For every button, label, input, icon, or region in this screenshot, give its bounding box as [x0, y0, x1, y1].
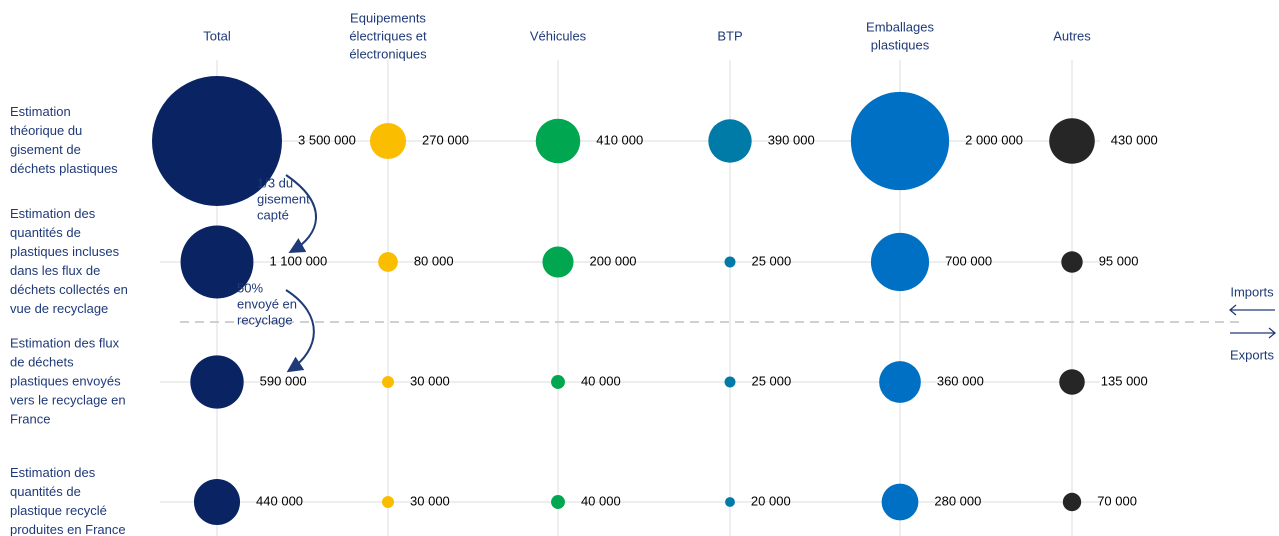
row-label: déchets plastiques: [10, 161, 118, 176]
bubble: [1061, 251, 1083, 273]
arrow: [285, 289, 315, 373]
row-label: quantités de: [10, 225, 81, 240]
row-label: plastiques incluses: [10, 244, 120, 259]
annotation: 50%: [237, 280, 263, 295]
bubble: [551, 495, 565, 509]
column-header: électriques et: [349, 28, 427, 43]
value-label: 440 000: [256, 493, 303, 508]
column-header: Véhicules: [530, 28, 587, 43]
value-label: 30 000: [410, 373, 450, 388]
value-label: 3 500 000: [298, 132, 356, 147]
value-label: 200 000: [590, 253, 637, 268]
row-label: quantités de: [10, 484, 81, 499]
bubble: [725, 497, 735, 507]
annotation: recyclage: [237, 312, 293, 327]
annotation: 1/3 du: [257, 175, 293, 190]
row-label: France: [10, 411, 50, 426]
value-label: 30 000: [410, 493, 450, 508]
bubble: [724, 256, 736, 268]
annotation: gisement: [257, 191, 310, 206]
bubble: [193, 478, 241, 526]
column-header: Equipements: [350, 10, 426, 25]
bubble: [152, 76, 282, 206]
bubble: [1059, 369, 1085, 395]
value-label: 20 000: [751, 493, 791, 508]
imports-label: Imports: [1230, 284, 1274, 299]
value-label: 25 000: [751, 253, 791, 268]
row-label: gisement de: [10, 142, 81, 157]
value-label: 80 000: [414, 253, 454, 268]
row-label: théorique du: [10, 123, 82, 138]
value-label: 95 000: [1099, 253, 1139, 268]
exports-label: Exports: [1230, 347, 1275, 362]
column-header: plastiques: [871, 37, 930, 52]
bubble: [535, 118, 581, 164]
bubble: [378, 252, 398, 272]
value-label: 40 000: [581, 493, 621, 508]
value-label: 360 000: [937, 373, 984, 388]
bubble: [724, 376, 736, 388]
row-label: déchets collectés en: [10, 282, 128, 297]
row-label: de déchets: [10, 354, 74, 369]
value-label: 430 000: [1111, 132, 1158, 147]
bubble: [369, 122, 407, 160]
column-header: électroniques: [349, 46, 427, 61]
column-header: Autres: [1053, 28, 1091, 43]
row-label: Estimation des flux: [10, 335, 120, 350]
value-label: 590 000: [260, 373, 307, 388]
row-label: plastique recyclé: [10, 503, 107, 518]
row-label: plastiques envoyés: [10, 373, 121, 388]
row-label: vers le recyclage en: [10, 392, 126, 407]
bubble: [1062, 492, 1082, 512]
value-label: 70 000: [1097, 493, 1137, 508]
value-label: 700 000: [945, 253, 992, 268]
bubble: [879, 361, 921, 403]
bubble: [180, 225, 254, 299]
value-label: 280 000: [934, 493, 981, 508]
bubble: [850, 91, 950, 191]
column-header: Emballages: [866, 19, 934, 34]
bubble: [542, 246, 574, 278]
row-label: Estimation des: [10, 206, 96, 221]
arrow: [285, 174, 317, 253]
bubble: [881, 483, 919, 521]
value-label: 390 000: [768, 132, 815, 147]
column-header: Total: [203, 28, 231, 43]
import-arrow-head: [1228, 304, 1237, 316]
value-label: 25 000: [751, 373, 791, 388]
value-label: 410 000: [596, 132, 643, 147]
bubble: [381, 495, 395, 509]
annotation: envoyé en: [237, 296, 297, 311]
bubble: [708, 119, 752, 163]
bubble: [381, 375, 395, 389]
row-label: vue de recyclage: [10, 301, 108, 316]
value-label: 1 100 000: [269, 253, 327, 268]
bubble: [1049, 118, 1095, 164]
bubble: [551, 375, 565, 389]
bubble: [190, 355, 244, 409]
row-label: Estimation: [10, 104, 71, 119]
value-label: 2 000 000: [965, 132, 1023, 147]
row-label: Estimation des: [10, 465, 96, 480]
value-label: 270 000: [422, 132, 469, 147]
row-label: produites en France: [10, 522, 126, 536]
row-label: dans les flux de: [10, 263, 100, 278]
value-label: 135 000: [1101, 373, 1148, 388]
export-arrow-head: [1268, 327, 1277, 339]
bubble: [870, 232, 930, 292]
column-header: BTP: [717, 28, 742, 43]
annotation: capté: [257, 207, 289, 222]
value-label: 40 000: [581, 373, 621, 388]
